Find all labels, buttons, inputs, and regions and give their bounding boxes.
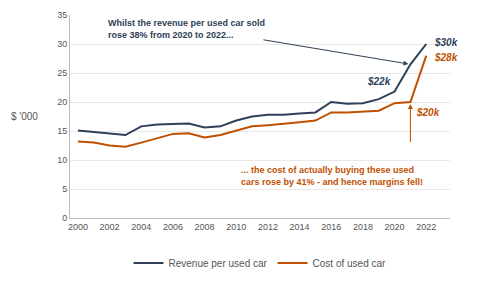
svg-text:2008: 2008 [195,222,215,232]
svg-text:Cost of used car: Cost of used car [313,258,386,269]
svg-text:$20k: $20k [416,107,440,118]
svg-text:2020: 2020 [385,222,405,232]
svg-text:2004: 2004 [131,222,151,232]
svg-text:2016: 2016 [321,222,341,232]
svg-text:2018: 2018 [353,222,373,232]
svg-text:10: 10 [57,155,67,165]
svg-text:15: 15 [57,126,67,136]
svg-text:2002: 2002 [100,222,120,232]
svg-text:2012: 2012 [258,222,278,232]
svg-text:Revenue per used car: Revenue per used car [169,258,268,269]
svg-text:$30k: $30k [434,37,458,48]
svg-text:5: 5 [62,184,67,194]
svg-text:$28k: $28k [434,52,458,63]
svg-text:25: 25 [57,68,67,78]
svg-text:2006: 2006 [163,222,183,232]
svg-text:2014: 2014 [290,222,310,232]
svg-text:$ '000: $ '000 [11,111,38,122]
svg-text:... the cost of actually buyin: ... the cost of actually buying these us… [241,165,423,187]
svg-text:2022: 2022 [416,222,436,232]
svg-text:30: 30 [57,39,67,49]
svg-text:$22k: $22k [367,76,391,87]
svg-text:20: 20 [57,97,67,107]
svg-text:2010: 2010 [226,222,246,232]
svg-text:2000: 2000 [68,222,88,232]
svg-text:35: 35 [57,10,67,20]
svg-text:0: 0 [62,213,67,223]
svg-text:Whilst the revenue per used ca: Whilst the revenue per used car soldrose… [108,18,265,40]
